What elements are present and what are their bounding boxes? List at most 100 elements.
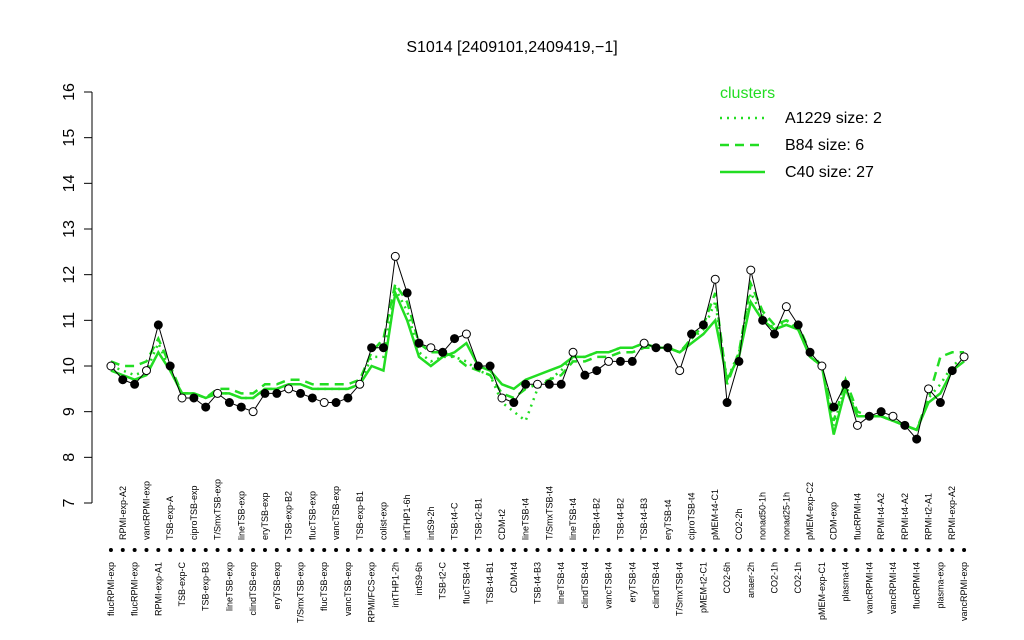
data-point — [924, 384, 934, 394]
data-point — [615, 356, 625, 366]
rug-dot — [334, 548, 339, 552]
x-tick-label: T/SmxTSB-exp — [296, 562, 306, 623]
data-point — [675, 366, 685, 376]
x-tick-label: CDM-t4 — [509, 562, 519, 593]
x-tick-label: TSB-exp-A — [165, 496, 175, 540]
data-point — [272, 388, 282, 398]
rug-dot — [108, 548, 113, 552]
x-tick-label: pMEM-exp-C2 — [805, 482, 815, 540]
rug-dot — [227, 548, 232, 552]
rug-dot — [867, 548, 872, 552]
x-tick-label: TSB-exp-B3 — [201, 562, 211, 611]
rug-dot — [653, 548, 658, 552]
x-tick-label: T/SmxTSB-exp — [213, 479, 223, 540]
rug-dot — [452, 548, 457, 552]
x-tick-label: plasma-exp — [935, 562, 945, 609]
rug-dot — [606, 548, 611, 552]
x-tick-label: RPMI/FCS-exp — [367, 562, 377, 623]
rug-dot — [796, 548, 801, 552]
x-tick-label: clindTSB-t4 — [651, 562, 661, 609]
rug-dot — [677, 548, 682, 552]
rug-dot — [689, 548, 694, 552]
data-point — [829, 402, 839, 412]
rug-dot — [381, 548, 386, 552]
data-point — [627, 356, 637, 366]
data-point — [165, 361, 175, 371]
x-tick-label: RPMI-t4-A2 — [876, 493, 886, 540]
x-tick-label: flucRPMI-t4 — [852, 493, 862, 540]
x-tick-label: RPMI-exp-A2 — [947, 486, 957, 540]
x-tick-label: TSB-t4-B2 — [615, 498, 625, 540]
data-point — [130, 379, 140, 389]
rug-dot — [594, 548, 599, 552]
x-tick-label: CO2-1h — [793, 562, 803, 594]
x-tick-label: lineTSB-t4 — [521, 498, 531, 540]
rug-dot — [239, 548, 244, 552]
x-tick-label: RPMI-exp-A1 — [153, 562, 163, 616]
x-tick-label: vancTSB-t4 — [604, 562, 614, 609]
data-point — [568, 347, 578, 357]
data-point — [367, 343, 377, 353]
data-point — [438, 347, 448, 357]
rug-dot — [144, 548, 149, 552]
x-tick-label: colist-exp — [378, 502, 388, 540]
rug-dot — [464, 548, 469, 552]
data-point — [343, 393, 353, 403]
x-tick-label: flucRPMI-exp — [106, 562, 116, 616]
y-tick-label: 15 — [61, 129, 78, 147]
data-point — [959, 352, 969, 362]
x-tick-label: ciproTSB-t4 — [687, 492, 697, 540]
rug-dot — [902, 548, 907, 552]
rug-dot — [855, 548, 860, 552]
rug-dot — [215, 548, 220, 552]
rug-dot — [950, 548, 955, 552]
data-point — [485, 361, 495, 371]
data-point — [817, 361, 827, 371]
data-point — [912, 434, 922, 444]
x-tick-label: lineTSB-exp — [236, 491, 246, 540]
data-point — [177, 393, 187, 403]
data-point — [248, 407, 258, 417]
rug-dot — [831, 548, 836, 552]
x-tick-label: flucTSB-exp — [319, 562, 329, 611]
data-point — [236, 402, 246, 412]
data-point — [947, 366, 957, 376]
x-tick-label: vancRPMI-t4 — [888, 562, 898, 614]
rug-dot — [665, 548, 670, 552]
rug-dot — [476, 548, 481, 552]
data-point — [793, 320, 803, 330]
y-tick-label: 9 — [61, 407, 78, 416]
rug-dot — [559, 548, 564, 552]
data-point — [224, 398, 234, 408]
data-point — [852, 420, 862, 430]
data-point — [639, 338, 649, 348]
x-tick-label: pMEM-t2-C1 — [698, 562, 708, 613]
x-tick-label: intS9-6h — [414, 562, 424, 596]
rug-dot — [808, 548, 813, 552]
y-tick-label: 13 — [61, 220, 78, 238]
data-point — [509, 398, 519, 408]
data-point — [876, 407, 886, 417]
x-tick-label: eryTSB-exp — [272, 562, 282, 610]
legend-title: clusters — [720, 85, 775, 102]
rug-dot — [511, 548, 516, 552]
y-tick-label: 11 — [61, 312, 78, 329]
x-tick-label: plasma-t4 — [841, 562, 851, 602]
rug-dot — [582, 548, 587, 552]
data-point — [533, 379, 542, 389]
data-point — [450, 334, 460, 344]
data-point — [556, 379, 566, 389]
data-point — [331, 398, 341, 408]
data-point — [307, 393, 317, 403]
data-point — [153, 320, 163, 330]
legend-label: A1229 size: 2 — [785, 110, 882, 127]
x-tick-label: CO2-1h — [769, 562, 779, 594]
x-tick-label: TSB-t4-B1 — [485, 562, 495, 604]
data-point — [296, 388, 306, 398]
x-tick-label: clindTSB-exp — [248, 562, 258, 616]
cluster-line — [110, 288, 965, 435]
data-point — [260, 388, 270, 398]
rug-dot — [962, 548, 967, 552]
x-tick-label: intTHP1-2h — [390, 562, 400, 608]
x-tick-label: eryTSB-exp — [260, 492, 270, 540]
